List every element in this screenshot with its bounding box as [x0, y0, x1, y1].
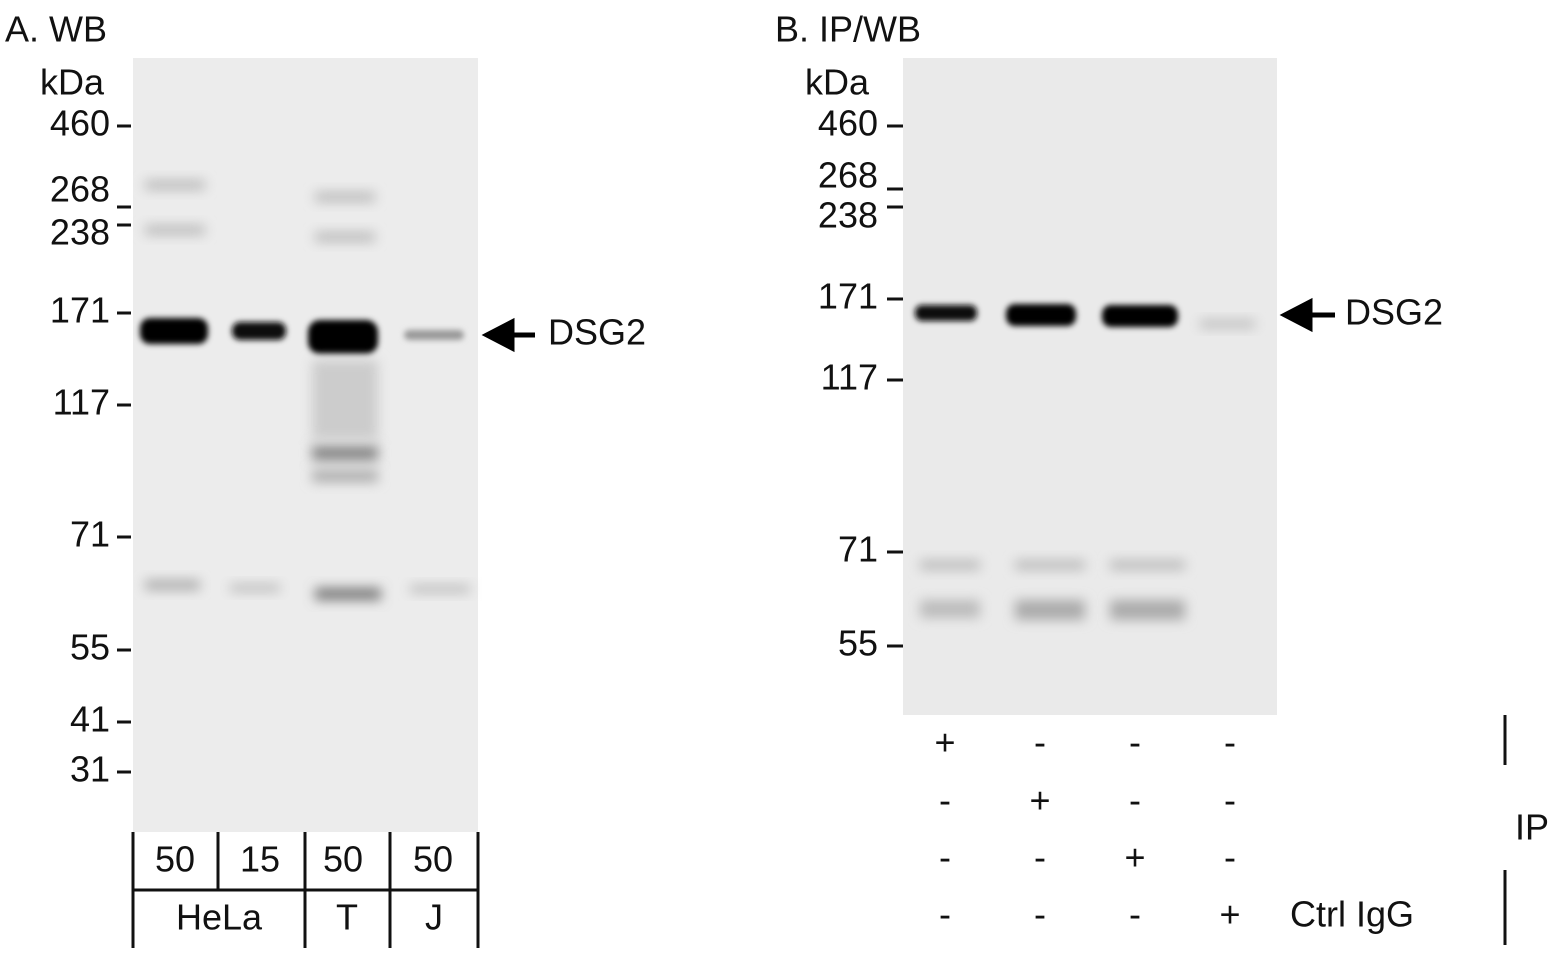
- ip-sign: -: [939, 894, 951, 935]
- ip-sign: -: [1034, 837, 1046, 878]
- ip-sign: +: [1124, 837, 1145, 878]
- arrow-b: [1279, 297, 1335, 333]
- target-label: DSG2: [548, 312, 646, 353]
- ip-sign: +: [1219, 894, 1240, 935]
- unit-label: kDa: [805, 62, 870, 103]
- ip-sign: +: [1029, 780, 1050, 821]
- ip-sign: +: [934, 722, 955, 763]
- lane-load: 50: [323, 839, 363, 880]
- marker-label: 55: [70, 627, 110, 668]
- table-lines-a: [131, 832, 480, 948]
- marker-label: 238: [818, 195, 878, 236]
- lane-load: 50: [413, 839, 453, 880]
- marker-label: 55: [838, 623, 878, 664]
- panel-title: B. IP/WB: [775, 9, 921, 50]
- panel-title: A. WB: [5, 9, 107, 50]
- marker-label: 71: [70, 514, 110, 555]
- marker-label: 117: [821, 357, 878, 398]
- ip-sign: -: [1224, 780, 1236, 821]
- ip-label: IP: [1515, 807, 1549, 848]
- cell-line: HeLa: [176, 897, 263, 938]
- gel-a: [133, 58, 478, 832]
- marker-label: 31: [70, 749, 110, 790]
- marker-label: 41: [70, 699, 110, 740]
- lane-load: 15: [240, 839, 280, 880]
- cell-line: T: [336, 897, 358, 938]
- marker-label: 238: [50, 212, 110, 253]
- cell-line: J: [425, 897, 443, 938]
- bands-a: [140, 180, 470, 600]
- marker-label: 460: [50, 103, 110, 144]
- ip-sign: -: [1129, 780, 1141, 821]
- unit-label: kDa: [40, 62, 105, 103]
- ip-sign: -: [1034, 894, 1046, 935]
- ip-row-label: Ctrl IgG: [1290, 894, 1414, 935]
- marker-label: 460: [818, 103, 878, 144]
- ip-sign: -: [1224, 837, 1236, 878]
- marker-label: 171: [50, 290, 110, 331]
- target-label: DSG2: [1345, 292, 1443, 333]
- marker-label: 171: [818, 276, 878, 317]
- arrow-a: [481, 317, 535, 353]
- marker-label: 268: [818, 155, 878, 196]
- ip-sign: -: [1034, 722, 1046, 763]
- bands-b: [915, 304, 1255, 620]
- marker-label: 268: [50, 169, 110, 210]
- ip-sign: -: [1224, 722, 1236, 763]
- ip-sign: -: [1129, 722, 1141, 763]
- marker-label: 117: [53, 382, 110, 423]
- ip-sign: -: [939, 780, 951, 821]
- marker-label: 71: [838, 529, 878, 570]
- ip-sign: -: [939, 837, 951, 878]
- lane-load: 50: [155, 839, 195, 880]
- ip-sign: -: [1129, 894, 1141, 935]
